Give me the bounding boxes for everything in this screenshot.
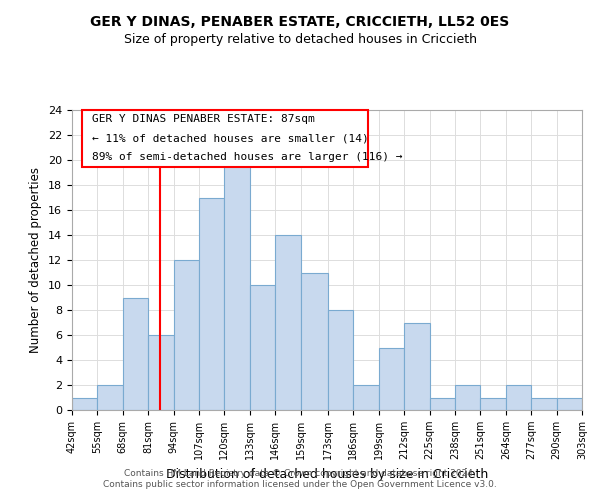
Bar xyxy=(481,398,506,410)
Bar xyxy=(301,272,328,410)
Y-axis label: Number of detached properties: Number of detached properties xyxy=(29,167,43,353)
Bar xyxy=(123,298,148,410)
Bar xyxy=(557,398,582,410)
Bar xyxy=(506,385,531,410)
Bar xyxy=(430,398,455,410)
Bar xyxy=(275,235,301,410)
Text: Size of property relative to detached houses in Criccieth: Size of property relative to detached ho… xyxy=(124,32,476,46)
Text: GER Y DINAS PENABER ESTATE: 87sqm: GER Y DINAS PENABER ESTATE: 87sqm xyxy=(92,114,315,124)
Bar xyxy=(353,385,379,410)
Bar xyxy=(148,335,173,410)
Bar xyxy=(224,160,250,410)
Bar xyxy=(250,285,275,410)
Bar xyxy=(72,398,97,410)
Text: ← 11% of detached houses are smaller (14): ← 11% of detached houses are smaller (14… xyxy=(92,133,369,143)
Text: GER Y DINAS, PENABER ESTATE, CRICCIETH, LL52 0ES: GER Y DINAS, PENABER ESTATE, CRICCIETH, … xyxy=(91,15,509,29)
Text: 89% of semi-detached houses are larger (116) →: 89% of semi-detached houses are larger (… xyxy=(92,152,403,162)
Bar xyxy=(328,310,353,410)
Bar xyxy=(379,348,404,410)
FancyBboxPatch shape xyxy=(82,110,368,167)
Text: Contains HM Land Registry data © Crown copyright and database right 2024.: Contains HM Land Registry data © Crown c… xyxy=(124,468,476,477)
Bar xyxy=(531,398,557,410)
Bar xyxy=(404,322,430,410)
Bar xyxy=(199,198,224,410)
Bar xyxy=(97,385,123,410)
Bar xyxy=(173,260,199,410)
Bar xyxy=(455,385,481,410)
Text: Contains public sector information licensed under the Open Government Licence v3: Contains public sector information licen… xyxy=(103,480,497,489)
X-axis label: Distribution of detached houses by size in Criccieth: Distribution of detached houses by size … xyxy=(166,468,488,480)
